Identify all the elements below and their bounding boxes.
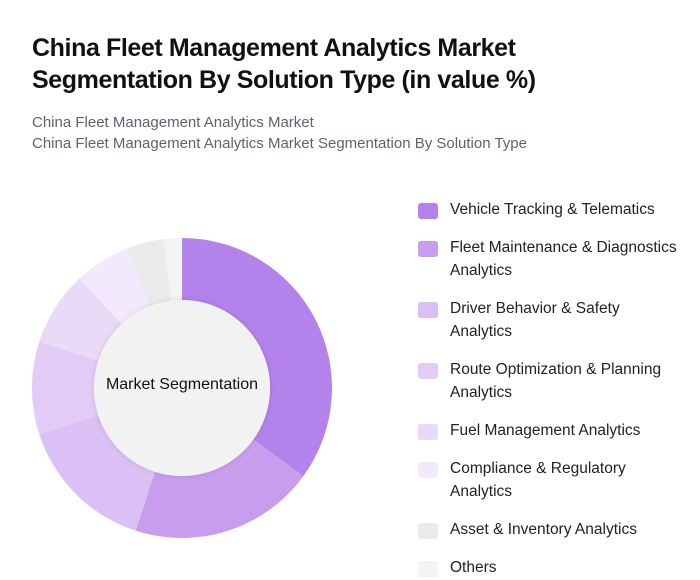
donut-slice[interactable] bbox=[79, 248, 150, 324]
legend-item-asset-inventory[interactable]: Asset & Inventory Analytics bbox=[418, 518, 680, 541]
legend-label: Others bbox=[450, 559, 497, 576]
legend-item-route-optimization[interactable]: Route Optimization & Planning Analytics bbox=[418, 358, 680, 404]
legend-swatch bbox=[418, 302, 438, 318]
donut-slice[interactable] bbox=[39, 278, 122, 361]
legend-swatch bbox=[418, 424, 438, 440]
chart-title: China Fleet Management Analytics Market … bbox=[32, 34, 536, 94]
legend-item-fleet-maintenance[interactable]: Fleet Maintenance & Diagnostics Analytic… bbox=[418, 236, 680, 282]
donut-slice[interactable] bbox=[182, 238, 332, 477]
subtitle-line-1: China Fleet Management Analytics Market bbox=[32, 114, 314, 131]
legend-label: Fuel Management Analytics bbox=[450, 422, 641, 439]
legend-swatch bbox=[418, 203, 438, 219]
legend-item-others[interactable]: Others bbox=[418, 556, 680, 579]
legend-swatch bbox=[418, 561, 438, 577]
donut-slice[interactable] bbox=[135, 439, 304, 538]
chart-subtitle: China Fleet Management Analytics Market … bbox=[32, 112, 527, 154]
donut-center bbox=[94, 300, 270, 476]
legend-swatch bbox=[418, 462, 438, 478]
legend-item-driver-behavior[interactable]: Driver Behavior & Safety Analytics bbox=[418, 297, 680, 343]
legend-label: Fleet Maintenance & Diagnostics Analytic… bbox=[450, 239, 677, 279]
donut-slice[interactable] bbox=[32, 341, 99, 435]
donut-slice[interactable] bbox=[163, 238, 182, 301]
legend-swatch bbox=[418, 241, 438, 257]
legend-label: Driver Behavior & Safety Analytics bbox=[450, 300, 620, 340]
legend-label: Route Optimization & Planning Analytics bbox=[450, 361, 662, 401]
legend-label: Compliance & Regulatory Analytics bbox=[450, 460, 626, 500]
legend-item-vehicle-tracking[interactable]: Vehicle Tracking & Telematics bbox=[418, 198, 680, 221]
donut-chart bbox=[32, 238, 332, 538]
legend-item-compliance[interactable]: Compliance & Regulatory Analytics bbox=[418, 457, 680, 503]
legend-label: Vehicle Tracking & Telematics bbox=[450, 201, 655, 218]
subtitle-line-2: China Fleet Management Analytics Market … bbox=[32, 135, 527, 152]
legend-swatch bbox=[418, 523, 438, 539]
legend-label: Asset & Inventory Analytics bbox=[450, 521, 637, 538]
legend-item-fuel-management[interactable]: Fuel Management Analytics bbox=[418, 419, 680, 442]
donut-slice[interactable] bbox=[126, 239, 171, 307]
donut-center-label: Market Segmentation bbox=[105, 376, 259, 393]
legend-swatch bbox=[418, 363, 438, 379]
donut-slice[interactable] bbox=[39, 415, 155, 531]
